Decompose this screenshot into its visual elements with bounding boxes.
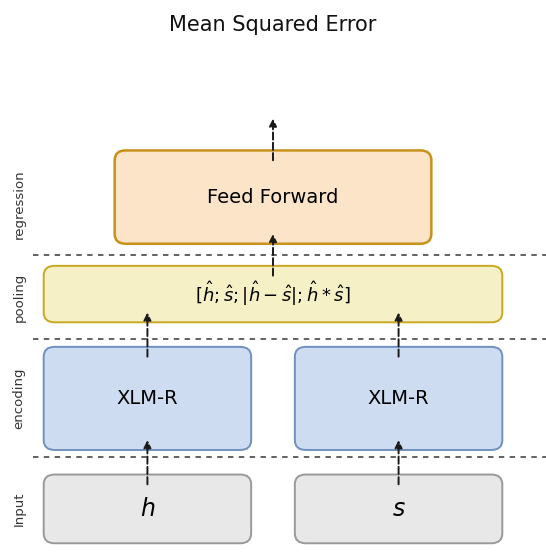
FancyBboxPatch shape — [295, 347, 502, 450]
Text: $[\hat{h};\hat{s};|\hat{h}-\hat{s}|;\hat{h}*\hat{s}]$: $[\hat{h};\hat{s};|\hat{h}-\hat{s}|;\hat… — [195, 280, 351, 309]
FancyBboxPatch shape — [44, 266, 502, 323]
Text: encoding: encoding — [13, 368, 26, 429]
Text: XLM-R: XLM-R — [117, 389, 178, 408]
Text: Mean Squared Error: Mean Squared Error — [169, 15, 377, 35]
FancyBboxPatch shape — [44, 347, 251, 450]
FancyBboxPatch shape — [115, 151, 431, 244]
Text: $s$: $s$ — [391, 497, 406, 521]
FancyBboxPatch shape — [295, 474, 502, 543]
Text: Feed Forward: Feed Forward — [207, 187, 339, 206]
FancyBboxPatch shape — [44, 474, 251, 543]
Text: regression: regression — [13, 170, 26, 239]
Text: pooling: pooling — [13, 273, 26, 323]
Text: XLM-R: XLM-R — [368, 389, 429, 408]
Text: $h$: $h$ — [140, 497, 155, 521]
Text: Input: Input — [13, 492, 26, 526]
